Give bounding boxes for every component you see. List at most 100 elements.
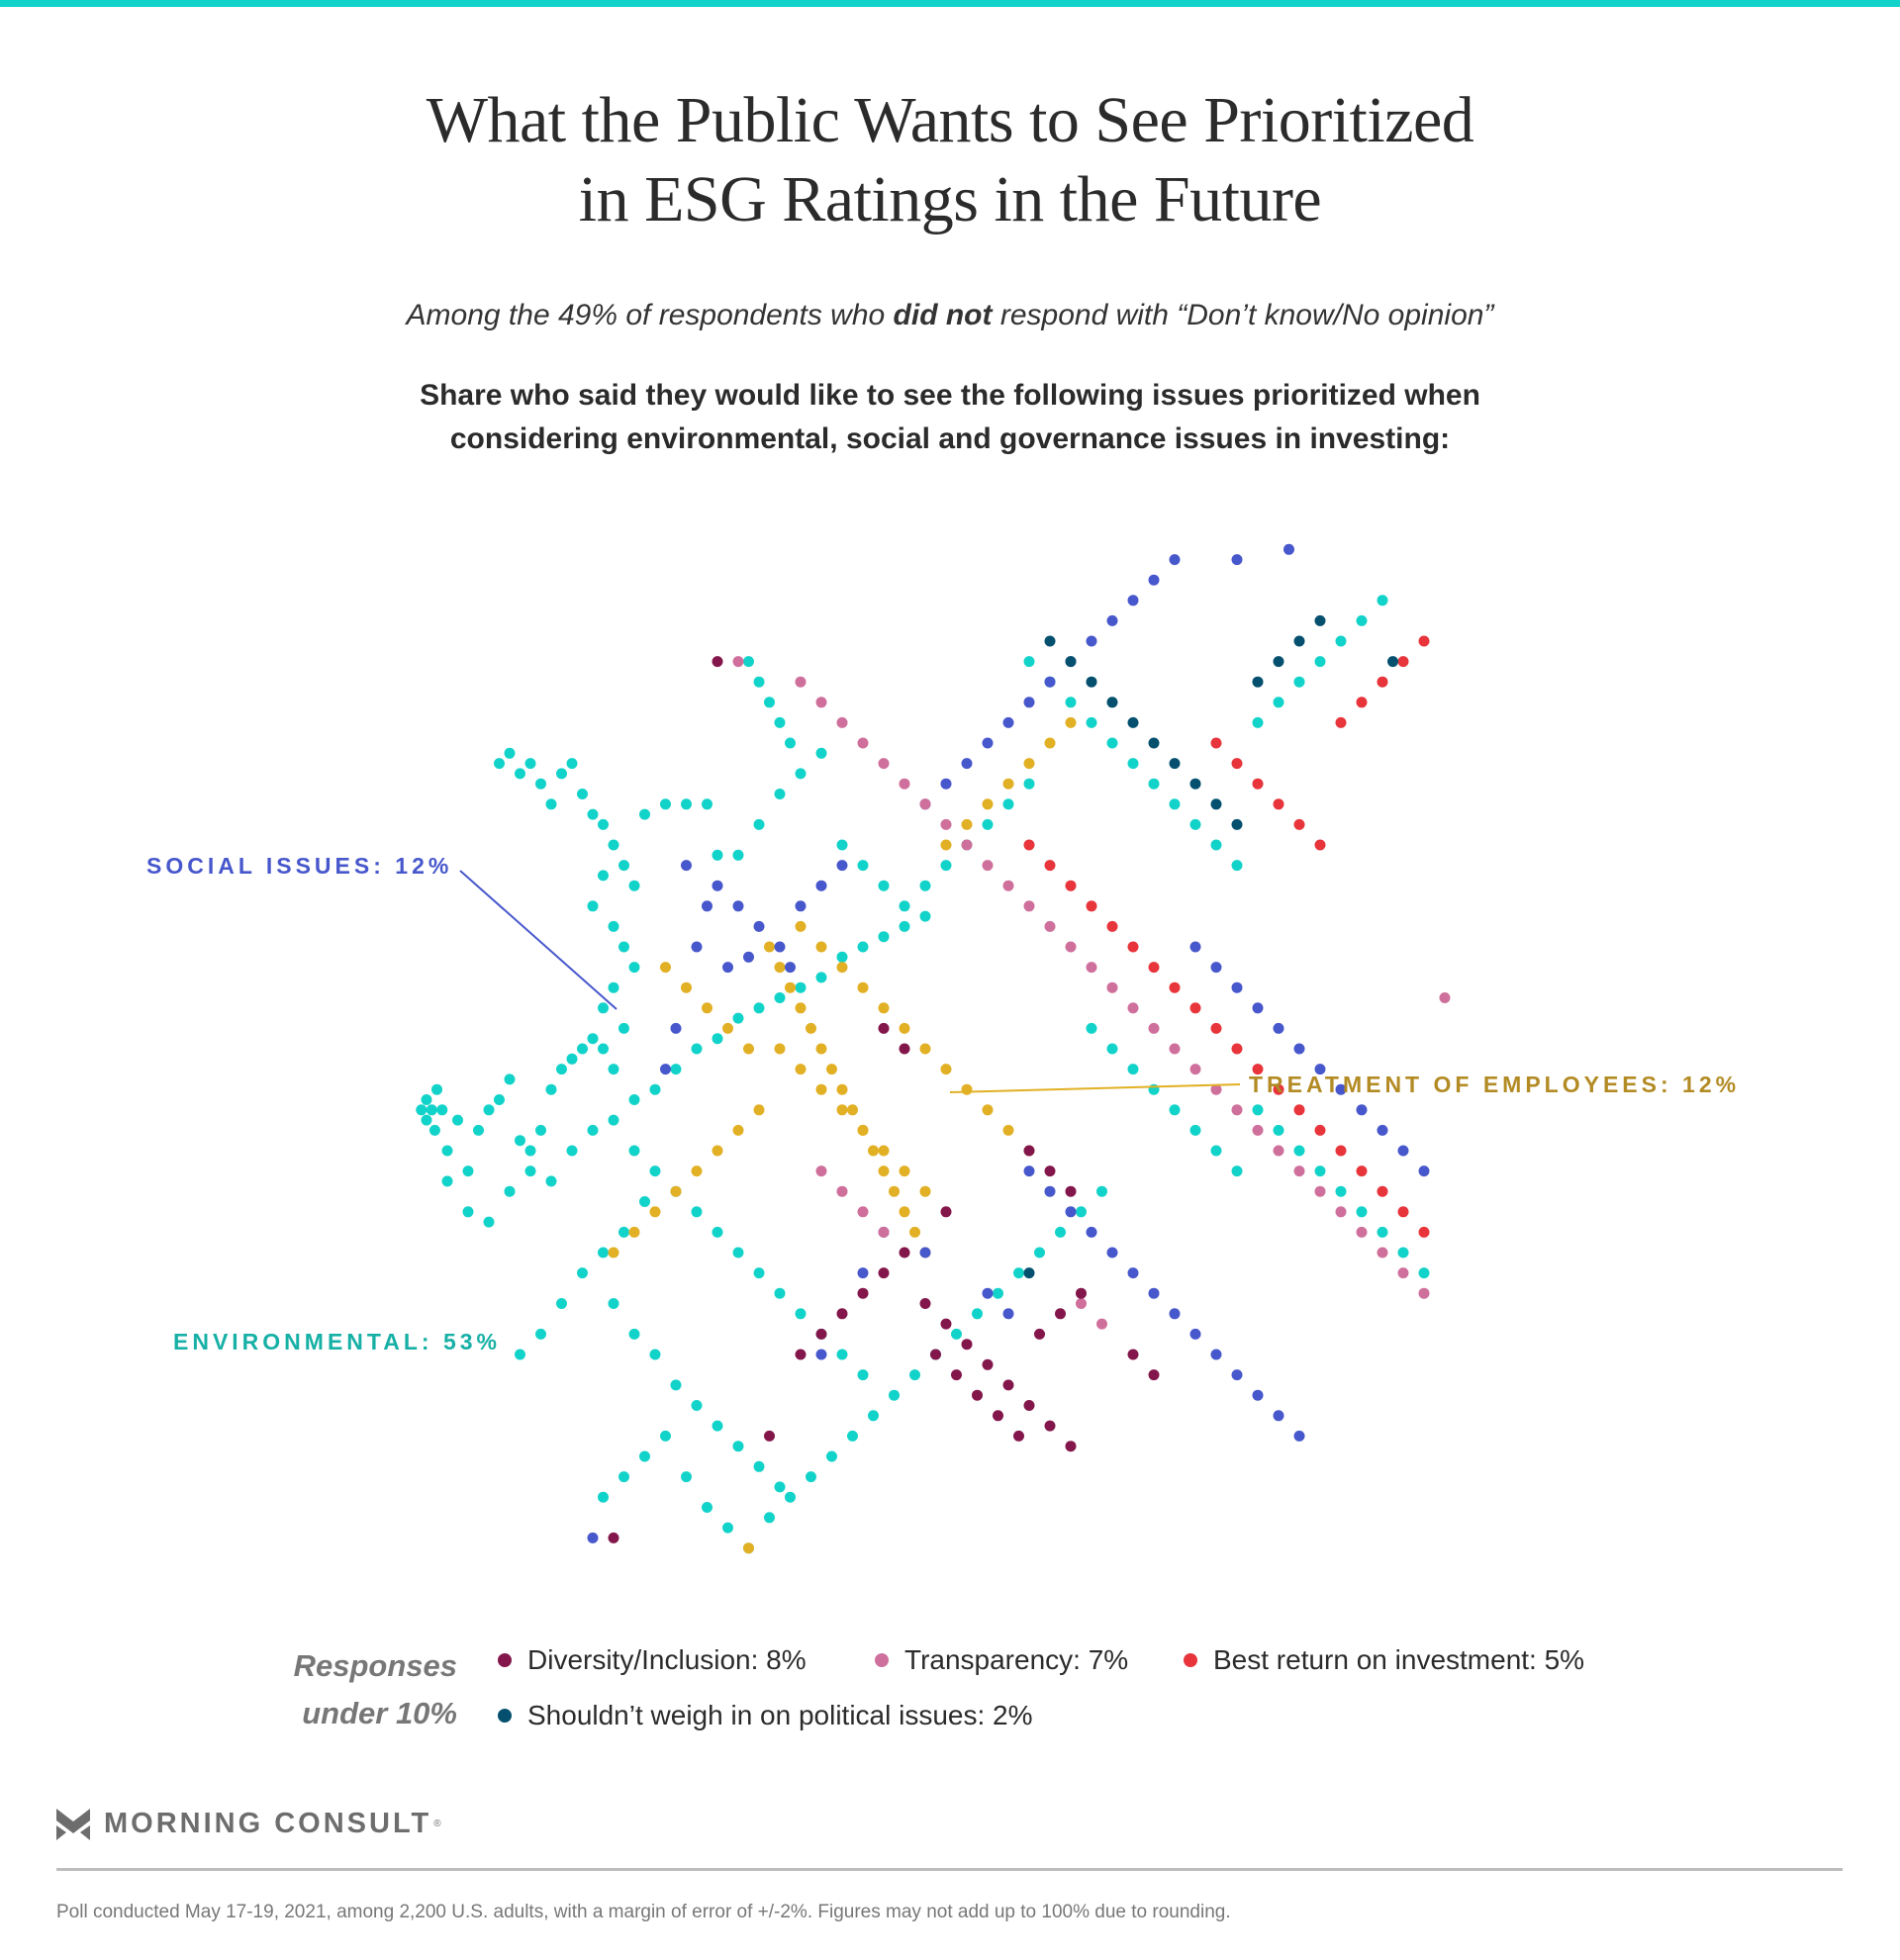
dot-environmental (1023, 656, 1035, 668)
dot-environmental (1397, 1247, 1409, 1259)
dot-transparency (1044, 920, 1056, 932)
dot-social (795, 900, 807, 912)
question-line-1: Share who said they would like to see th… (420, 379, 1480, 412)
dot-roi (1210, 1022, 1222, 1034)
dot-environmental (1293, 676, 1305, 688)
dot-treatment (785, 981, 796, 993)
dot-treatment (1044, 737, 1056, 749)
dot-transparency (878, 1226, 890, 1238)
dot-roi (1044, 860, 1056, 872)
dot-environmental (1314, 1166, 1326, 1177)
annotation-treatment-of-employees: TREATMENT OF EMPLOYEES: 12% (1249, 1072, 1741, 1097)
dot-treatment (732, 1124, 744, 1136)
dot-transparency (1418, 1287, 1430, 1299)
annotation-environmental: ENVIRONMENTAL: 53% (173, 1329, 501, 1354)
dot-environmental (1189, 1124, 1201, 1136)
dot-environmental (1210, 1145, 1222, 1157)
dot-environmental (421, 1114, 432, 1126)
dot-transparency (1273, 1145, 1284, 1157)
dot-treatment (743, 1043, 754, 1055)
dot-environmental (847, 1430, 858, 1442)
dot-diversity (1044, 1420, 1056, 1432)
dot-diversity (1002, 1379, 1014, 1391)
dot-political (1127, 716, 1139, 728)
treatment-leader-line (949, 1083, 1241, 1093)
legend-dot-icon (1184, 1653, 1197, 1667)
dot-diversity (972, 1389, 983, 1401)
dot-social (1023, 1166, 1035, 1177)
dot-social (1273, 1410, 1284, 1422)
dot-environmental (1356, 614, 1368, 626)
dot-treatment (764, 941, 775, 953)
dot-environmental (566, 758, 578, 770)
dot-treatment (878, 1145, 890, 1157)
dot-social (1023, 697, 1035, 708)
dot-environmental (608, 920, 619, 932)
dot-social (836, 860, 848, 872)
dot-environmental (774, 1287, 786, 1299)
dot-environmental (545, 798, 557, 810)
dot-roi (1335, 716, 1347, 728)
dot-environmental (649, 1166, 661, 1177)
dot-environmental (504, 747, 516, 759)
dot-diversity (1013, 1430, 1024, 1442)
dot-environmental (1148, 778, 1160, 790)
dot-environmental (577, 1043, 588, 1055)
dot-social (1231, 554, 1243, 566)
dot-diversity (1076, 1287, 1087, 1299)
dot-environmental (732, 1012, 744, 1024)
footer-divider (56, 1868, 1843, 1871)
dot-political (1210, 798, 1222, 810)
subtitle: Among the 49% of respondents who did not… (0, 299, 1900, 332)
dot-diversity (993, 1410, 1003, 1422)
dot-environmental (483, 1104, 495, 1116)
dot-diversity (1148, 1369, 1160, 1381)
dot-political (1044, 635, 1056, 647)
dot-environmental (940, 860, 952, 872)
dot-social (1273, 1022, 1284, 1034)
dot-treatment (795, 920, 807, 932)
dot-treatment (1002, 1124, 1014, 1136)
dot-environmental (785, 737, 796, 749)
dot-social (961, 758, 973, 770)
dot-environmental (785, 1491, 796, 1503)
dot-political (1252, 676, 1264, 688)
dot-transparency (1252, 1124, 1264, 1136)
dot-diversity (1065, 1441, 1077, 1452)
dot-diversity (836, 1308, 848, 1320)
dot-roi (1397, 656, 1409, 668)
dot-social (660, 1064, 671, 1075)
dot-social (982, 737, 994, 749)
dot-diversity (1044, 1166, 1056, 1177)
dot-social (815, 1349, 827, 1360)
title-line-1: What the Public Wants to See Prioritized (426, 84, 1474, 156)
dot-environmental (878, 880, 890, 891)
dot-environmental (1356, 1206, 1368, 1218)
dot-treatment (961, 818, 973, 830)
dot-environmental (1106, 737, 1118, 749)
dot-social (1231, 981, 1243, 993)
dot-social (1127, 1267, 1139, 1279)
dot-treatment (847, 1104, 858, 1116)
dot-environmental (732, 1247, 744, 1259)
dot-environmental (1086, 716, 1097, 728)
dot-environmental (494, 1094, 505, 1105)
dot-treatment (889, 1185, 900, 1197)
dot-environmental (577, 789, 588, 799)
dot-environmental (545, 1083, 557, 1095)
dot-treatment (1065, 716, 1077, 728)
dot-diversity (608, 1532, 619, 1543)
dot-environmental (462, 1166, 474, 1177)
dot-environmental (764, 1512, 775, 1524)
dot-transparency (1169, 1043, 1181, 1055)
dot-social (1314, 1064, 1326, 1075)
dot-environmental (483, 1216, 495, 1228)
dot-environmental (428, 1124, 440, 1136)
dot-treatment (857, 1124, 869, 1136)
dot-treatment (899, 1206, 910, 1218)
legend-label: Transparency: 7% (904, 1644, 1129, 1675)
dot-environmental (1169, 798, 1181, 810)
dot-roi (1273, 1083, 1284, 1095)
dot-environmental (1106, 1043, 1118, 1055)
dot-diversity (857, 1287, 869, 1299)
